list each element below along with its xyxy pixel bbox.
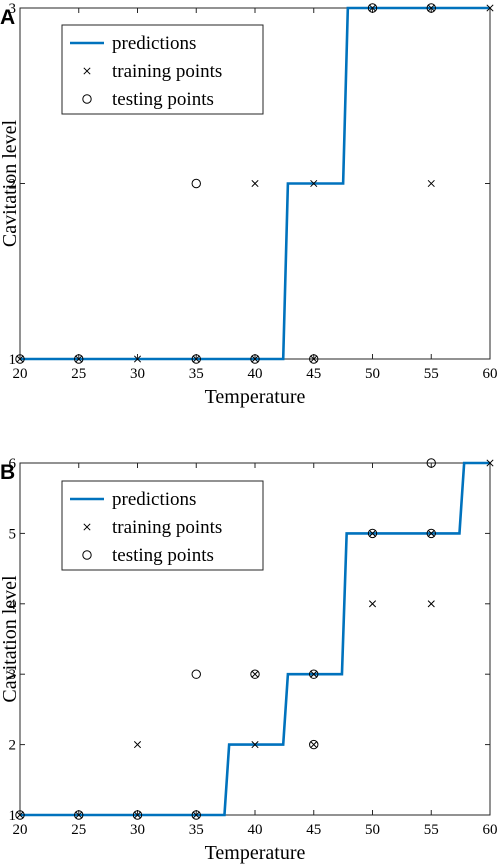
x-tick-label: 40 [248,822,263,838]
x-tick-label: 55 [424,366,439,382]
legend-entry-label: testing points [112,545,214,566]
training-point [486,459,494,467]
x-axis-label: Temperature [205,842,306,864]
x-tick-label: 20 [13,822,28,838]
testing-point [426,3,436,13]
training-point [133,741,142,749]
testing-point [250,669,260,679]
testing-point [426,458,436,468]
x-tick-label: 35 [189,822,204,838]
testing-point [191,669,201,679]
y-tick-label: 5 [9,526,17,542]
x-tick-label: 25 [71,366,86,382]
training-point [427,4,435,12]
x-tick-label: 45 [306,822,321,838]
legend-entry-label: predictions [112,33,196,54]
y-tick-label: 2 [9,738,17,754]
training-point [251,670,259,678]
legend-box [61,480,264,571]
training-point [368,529,377,537]
training-point [310,670,318,678]
x-tick-label: 50 [365,822,380,838]
testing-point [191,354,201,364]
legend-entry-label: predictions [112,489,196,510]
y-tick-label: 3 [9,1,17,17]
legend-entry-label: testing points [112,89,214,110]
testing-point [15,354,25,364]
testing-point [132,810,143,820]
training-point [427,600,435,608]
x-tick-label: 55 [424,822,439,838]
training-point [427,179,435,188]
training-point [368,4,377,12]
testing-point [309,354,319,364]
x-tick-label: 45 [306,366,321,382]
y-tick-label: 2 [9,177,17,193]
testing-point [309,739,319,750]
series-predictions-line [20,461,490,817]
testing-point [74,354,84,364]
testing-point [426,528,436,539]
x-tick-label: 35 [189,366,204,382]
y-tick-label: 6 [9,456,17,472]
y-tick-label: 4 [9,597,17,613]
chart-panel-b: B20 25 30 35 40 45 50 55 60123456TemperatureCavi… [0,456,498,864]
x-tick-label: 60 [483,366,498,382]
y-tick-label: 1 [9,808,17,824]
x-tick-label: 30 [130,822,145,838]
x-tick-label: 60 [483,822,498,838]
x-axis-label: Temperature [205,386,306,408]
training-point [368,600,377,608]
legend-box [61,24,264,115]
testing-point [74,810,84,820]
legend-swatch-x-marker [83,67,91,75]
series-predictions-line [20,6,490,361]
legend-entry-label: training points [112,517,222,538]
testing-point [309,669,319,679]
training-point [310,355,318,363]
training-point [486,4,494,12]
testing-point [250,354,260,364]
training-point [310,179,318,188]
training-point [133,355,142,363]
training-point [427,529,435,537]
testing-point [191,810,201,820]
training-point [310,741,318,749]
y-tick-label: 1 [9,352,17,368]
training-point [192,811,200,819]
training-point [251,355,259,363]
training-point [133,811,142,819]
x-tick-label: 25 [71,822,86,838]
legend-swatch-circle-marker [82,550,92,560]
legend-swatch-x-marker [83,523,91,531]
x-tick-label: 30 [130,366,145,382]
legend: predictions training points testing points [61,480,264,571]
y-axis-label: Cavitation level [0,119,21,247]
training-point [16,355,24,363]
testing-point [15,810,25,820]
training-point [75,355,83,363]
chart-panel-a: A 20 25 30 35 40 45 50 55 60 1 2 3 Temperature Cavitat… [0,1,498,408]
x-tick-label: 50 [365,366,380,382]
y-tick-label: 3 [9,667,17,683]
legend-entry-label: training points [112,61,222,82]
training-point [75,811,83,819]
x-tick-label: 40 [248,366,263,382]
x-tick-label: 20 [13,366,28,382]
y-axis-label: Cavitation level [0,575,21,703]
panel-label: A [0,6,15,29]
training-point [192,355,200,363]
training-point [16,811,24,819]
testing-point [367,3,378,13]
training-point [251,741,259,749]
panel-label: B [0,461,15,484]
legend-swatch-circle-marker [82,94,92,104]
legend: predictions training points testing points [61,24,264,115]
testing-point [191,178,201,189]
testing-point [367,528,378,539]
training-point [251,179,259,188]
